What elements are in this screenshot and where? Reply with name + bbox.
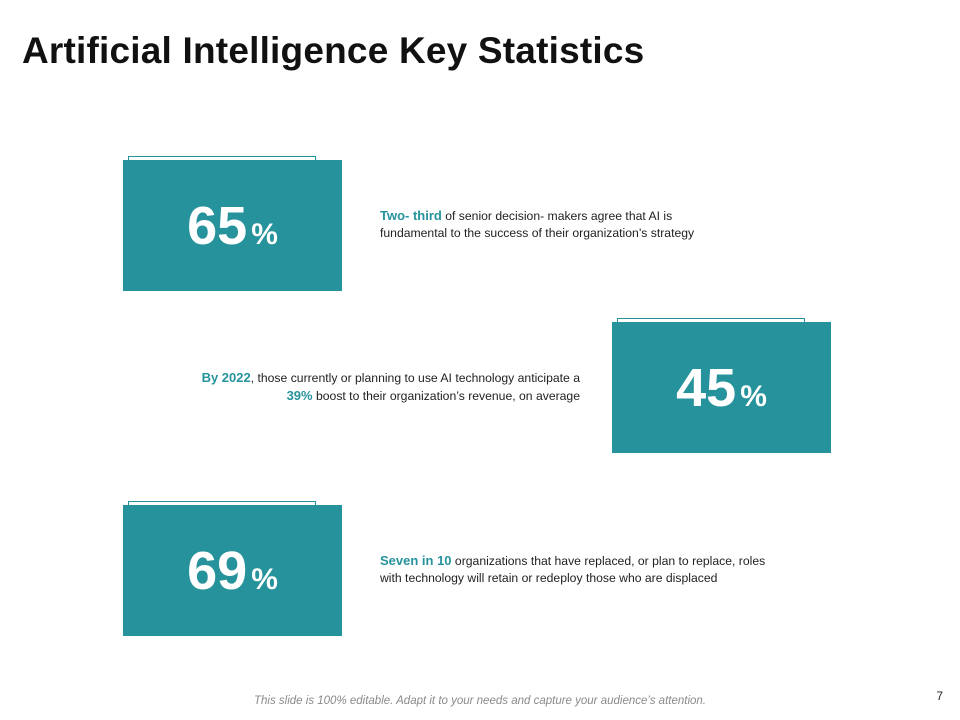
stat-number: 45 bbox=[676, 357, 737, 418]
slide-title: Artificial Intelligence Key Statistics bbox=[22, 30, 645, 71]
page-number: 7 bbox=[936, 689, 943, 703]
stat-text-line2: with technology will retain or redeploy … bbox=[380, 571, 718, 585]
stat-number: 65 bbox=[187, 195, 248, 256]
stat-box-69: 69% bbox=[123, 505, 342, 636]
stat-description-3: Seven in 10 organizations that have repl… bbox=[380, 552, 850, 587]
stat-box-tab bbox=[617, 318, 805, 323]
stat-text-line1: of senior decision- makers agree that AI… bbox=[441, 209, 673, 223]
stat-text-line2: fundamental to the success of their orga… bbox=[380, 226, 695, 240]
stat-highlight: Seven in 10 bbox=[380, 553, 452, 568]
stat-text-line2: boost to their organization’s revenue, o… bbox=[312, 389, 580, 403]
stat-box-tab bbox=[128, 156, 316, 161]
slide-footer-note: This slide is 100% editable. Adapt it to… bbox=[254, 695, 706, 707]
stat-text-line1: , those currently or planning to use AI … bbox=[250, 371, 580, 385]
stat-unit: % bbox=[251, 562, 278, 596]
stat-box-45: 45% bbox=[612, 322, 831, 453]
stat-number: 69 bbox=[187, 540, 248, 601]
stat-unit: % bbox=[740, 379, 767, 413]
stat-description-2: By 2022, those currently or planning to … bbox=[110, 369, 580, 405]
stat-highlight-2: 39% bbox=[286, 388, 313, 403]
stat-value: 45% bbox=[676, 361, 767, 415]
stat-unit: % bbox=[251, 217, 278, 251]
stat-description-1: Two- third of senior decision- makers ag… bbox=[380, 207, 800, 242]
stat-box-65: 65% bbox=[123, 160, 342, 291]
stat-highlight: By 2022 bbox=[201, 370, 251, 385]
stat-box-tab bbox=[128, 501, 316, 506]
stat-value: 65% bbox=[187, 199, 278, 253]
stat-highlight: Two- third bbox=[380, 208, 442, 223]
stat-value: 69% bbox=[187, 544, 278, 598]
stat-text-line1: organizations that have replaced, or pla… bbox=[451, 554, 766, 568]
